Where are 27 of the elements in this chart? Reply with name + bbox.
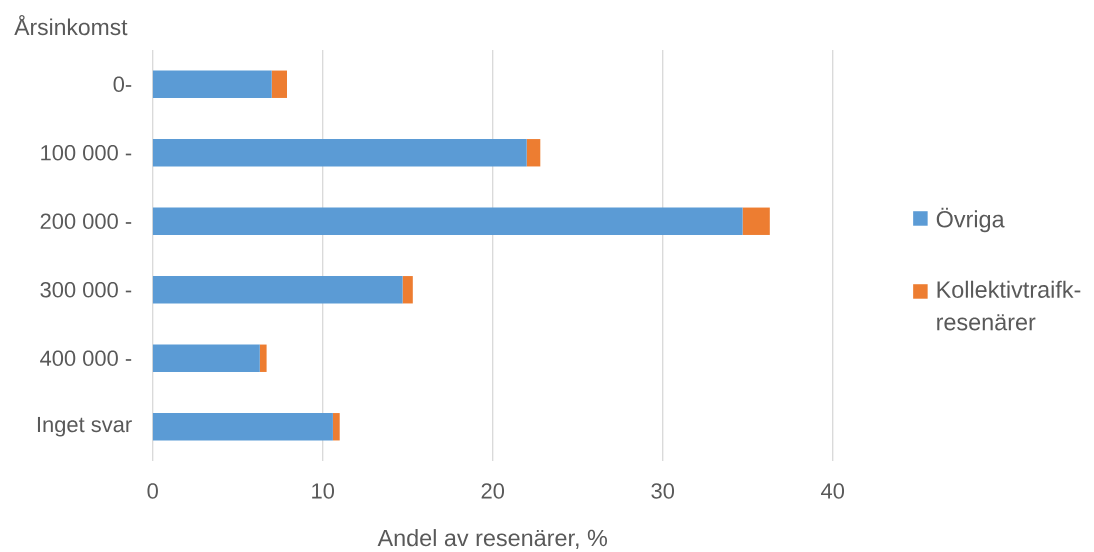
x-tick-label: 0 xyxy=(147,483,158,499)
y-tick-label: 100 000 - xyxy=(41,144,132,161)
y-tick-label: Inget svar xyxy=(37,416,132,437)
y-tick-label: 200 000 - xyxy=(40,213,132,230)
x-tick-label: 20 xyxy=(481,483,505,499)
y-tick-label: 0- xyxy=(113,76,132,93)
bar xyxy=(152,344,260,372)
bar xyxy=(526,139,541,167)
bar xyxy=(152,413,333,441)
bar xyxy=(332,413,340,441)
legend-label: Kollektivtraifk-resenärer xyxy=(937,280,1081,331)
bar xyxy=(271,70,287,98)
x-axis-title: Andel av resenärer, % xyxy=(377,529,607,550)
bar xyxy=(152,207,743,235)
y-tick-label: 300 000 - xyxy=(40,281,132,298)
bar xyxy=(259,344,267,372)
bar xyxy=(402,276,413,304)
legend-label: Övriga xyxy=(936,207,1005,233)
x-tick-label: 40 xyxy=(821,483,845,499)
x-tick-label: 30 xyxy=(651,483,675,499)
bar xyxy=(152,70,272,98)
x-tick-label: 10 xyxy=(312,483,335,499)
y-tick-label: 400 000 - xyxy=(40,350,132,367)
bar xyxy=(152,139,527,167)
y-axis-title: Årsinkomst xyxy=(14,15,128,36)
bar xyxy=(742,207,770,235)
bar xyxy=(152,276,403,304)
